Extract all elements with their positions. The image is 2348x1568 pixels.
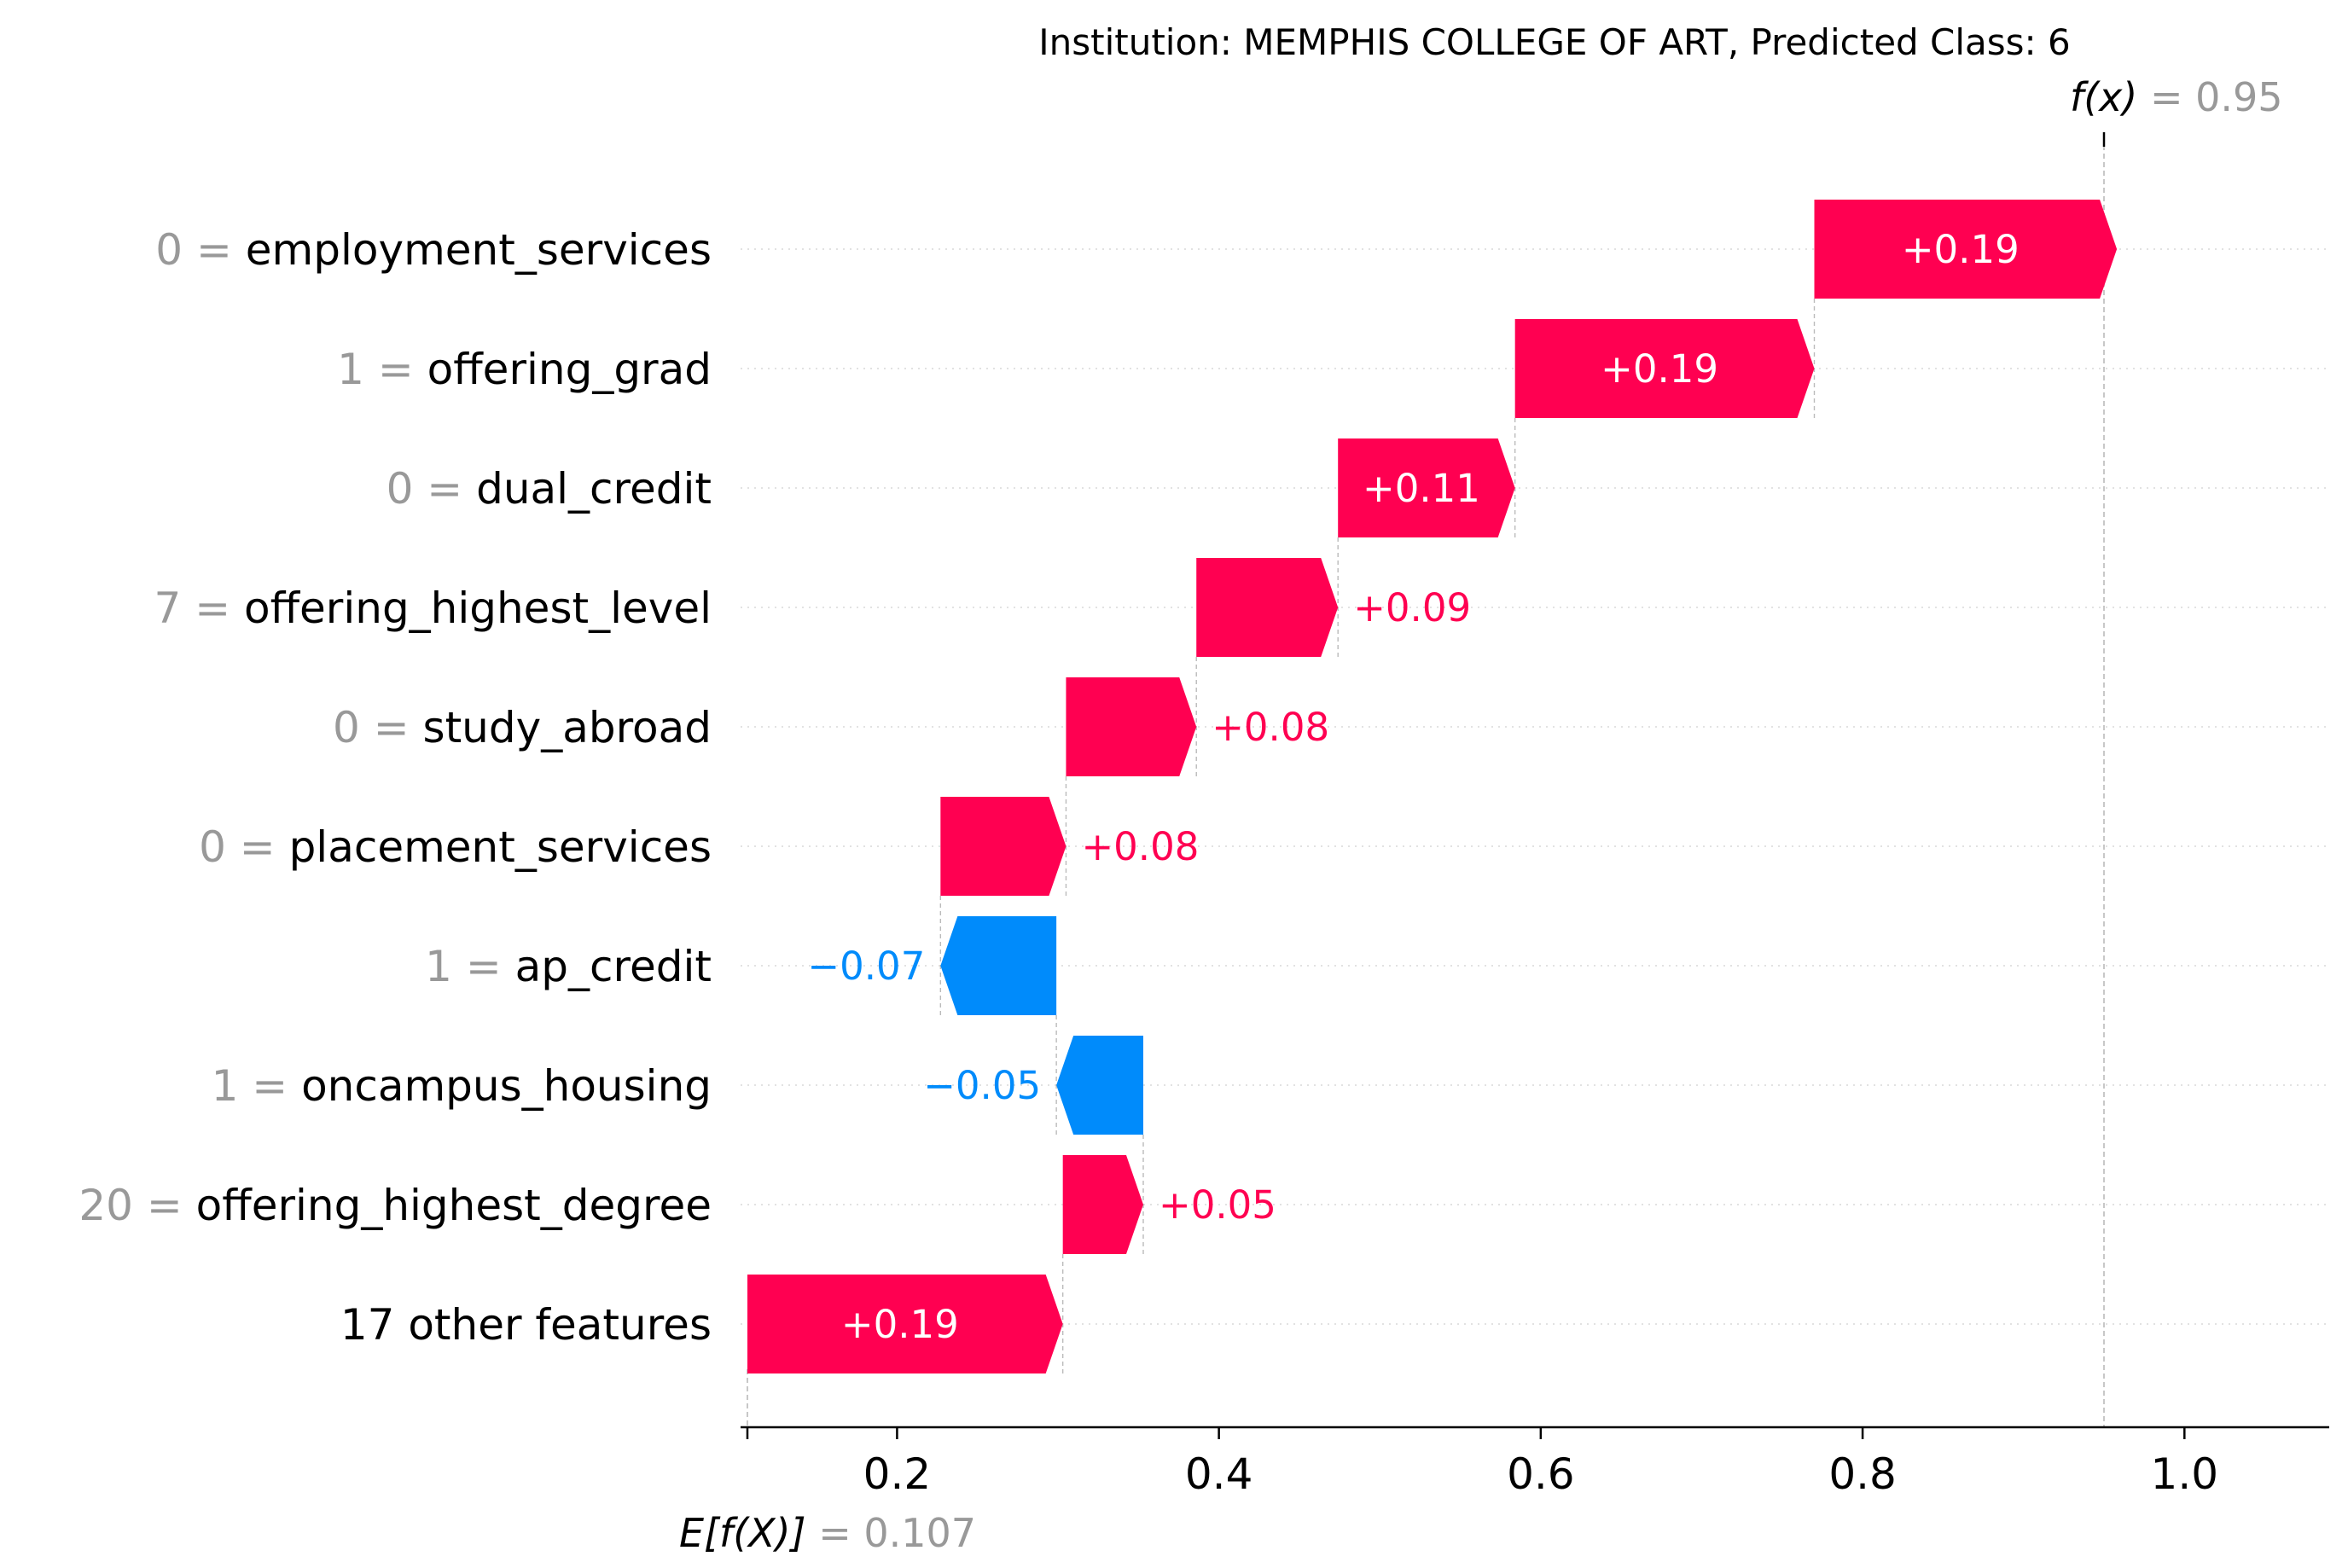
waterfall-bar xyxy=(1338,438,1515,537)
output-value-annotation: f(x) = 0.95 xyxy=(2070,74,2283,120)
feature-value: 20 = xyxy=(78,1181,195,1230)
feature-name: oncampus_housing xyxy=(301,1061,712,1111)
feature-label: 20 = offering_highest_degree xyxy=(78,1181,712,1230)
feature-label: 0 = dual_credit xyxy=(386,464,712,514)
base-value-symbol: E[f(X)] xyxy=(679,1510,818,1556)
waterfall-bar xyxy=(1514,319,1815,418)
feature-label: 7 = offering_highest_level xyxy=(154,584,712,633)
feature-name: offering_grad xyxy=(427,345,712,394)
feature-name: offering_highest_level xyxy=(244,584,712,633)
x-tick-label: 0.2 xyxy=(863,1449,932,1499)
feature-label: 1 = ap_credit xyxy=(425,942,712,991)
feature-name: study_abroad xyxy=(423,703,712,752)
feature-name: placement_services xyxy=(289,822,712,872)
bar-value-label: +0.08 xyxy=(1081,824,1199,869)
waterfall-bar xyxy=(1196,558,1339,657)
output-value-number: = 0.95 xyxy=(2150,74,2283,120)
feature-name: dual_credit xyxy=(476,464,712,514)
x-tick-label: 0.4 xyxy=(1185,1449,1253,1499)
feature-value: 1 = xyxy=(337,345,427,394)
bar-value-label: −0.05 xyxy=(923,1063,1041,1108)
bar-value-label: +0.05 xyxy=(1159,1182,1276,1228)
output-value-symbol: f(x) xyxy=(2070,74,2150,120)
x-tick-label: 0.8 xyxy=(1828,1449,1897,1499)
x-tick-label: 1.0 xyxy=(2151,1449,2219,1499)
waterfall-bar xyxy=(1814,200,2118,299)
bar-value-label: +0.19 xyxy=(1601,346,1718,392)
feature-name: 17 other features xyxy=(340,1300,712,1350)
waterfall-bar xyxy=(1056,1036,1143,1135)
feature-value: 0 = xyxy=(333,703,423,752)
feature-label: 0 = placement_services xyxy=(199,822,712,872)
bar-value-label: −0.07 xyxy=(807,944,925,989)
feature-name: ap_credit xyxy=(515,942,712,991)
bar-value-label: +0.19 xyxy=(1902,227,2020,272)
feature-label: 0 = study_abroad xyxy=(333,703,712,752)
feature-name: employment_services xyxy=(246,225,712,275)
waterfall-bar xyxy=(940,916,1057,1015)
feature-value: 1 = xyxy=(212,1061,302,1111)
feature-value: 0 = xyxy=(199,822,289,872)
feature-name: offering_highest_degree xyxy=(196,1181,712,1230)
feature-label: 1 = oncampus_housing xyxy=(212,1061,712,1111)
base-value-number: = 0.107 xyxy=(818,1510,976,1556)
x-tick-label: 0.6 xyxy=(1507,1449,1575,1499)
base-value-annotation: E[f(X)] = 0.107 xyxy=(679,1510,976,1556)
feature-label: 17 other features xyxy=(340,1300,712,1350)
waterfall-bar xyxy=(1066,677,1197,776)
chart-title: Institution: MEMPHIS COLLEGE OF ART, Pre… xyxy=(1038,21,2071,63)
feature-label: 1 = offering_grad xyxy=(337,345,712,394)
waterfall-bar xyxy=(940,797,1066,896)
bar-value-label: +0.08 xyxy=(1212,705,1329,750)
waterfall-bar xyxy=(747,1275,1063,1373)
bar-value-label: +0.11 xyxy=(1363,466,1480,511)
waterfall-bar xyxy=(1062,1155,1143,1254)
bar-value-label: +0.09 xyxy=(1353,585,1471,630)
feature-value: 0 = xyxy=(155,225,246,275)
feature-value: 7 = xyxy=(154,584,245,633)
feature-value: 0 = xyxy=(386,464,477,514)
feature-label: 0 = employment_services xyxy=(155,225,712,275)
feature-value: 1 = xyxy=(425,942,515,991)
bar-value-label: +0.19 xyxy=(841,1302,959,1347)
